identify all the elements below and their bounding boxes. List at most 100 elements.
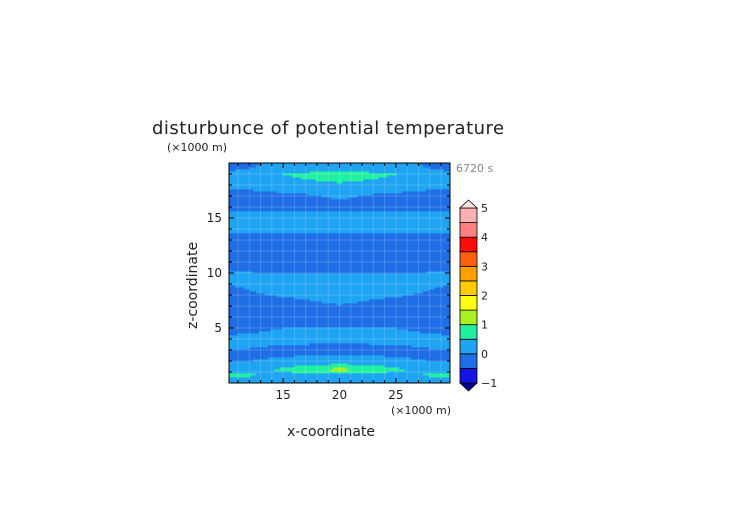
contour-cell xyxy=(342,309,346,312)
contour-cell xyxy=(327,339,331,342)
contour-cell xyxy=(438,285,442,288)
contour-cell xyxy=(321,309,325,312)
contour-cell xyxy=(405,257,409,260)
contour-cell xyxy=(291,371,296,374)
contour-cell xyxy=(372,343,376,346)
contour-cell xyxy=(267,353,272,356)
contour-cell xyxy=(270,317,275,320)
contour-cell xyxy=(423,321,427,324)
contour-cell xyxy=(306,339,311,342)
contour-cell xyxy=(405,321,409,324)
contour-cell xyxy=(447,299,451,302)
contour-cell xyxy=(411,263,415,266)
contour-cell xyxy=(258,345,263,348)
contour-cell xyxy=(408,275,412,278)
contour-cell xyxy=(294,379,299,382)
contour-cell xyxy=(432,343,436,346)
contour-cell xyxy=(387,285,391,288)
contour-cell xyxy=(234,313,239,316)
contour-cell xyxy=(303,363,308,366)
contour-cell xyxy=(381,337,385,340)
contour-cell xyxy=(390,293,394,296)
contour-cell xyxy=(324,277,328,280)
contour-cell xyxy=(378,375,382,378)
contour-cell xyxy=(255,247,260,250)
contour-cell xyxy=(345,339,349,342)
contour-cell xyxy=(357,373,361,376)
contour-cell xyxy=(324,373,328,376)
contour-cell xyxy=(435,289,439,292)
contour-cell xyxy=(390,333,394,336)
contour-cell xyxy=(345,355,349,358)
contour-cell xyxy=(285,335,290,338)
contour-cell xyxy=(327,307,331,310)
contour-cell xyxy=(315,269,319,272)
contour-cell xyxy=(381,359,385,362)
contour-cell xyxy=(408,283,412,286)
contour-cell xyxy=(339,355,343,358)
contour-cell xyxy=(288,259,293,262)
contour-cell xyxy=(229,355,233,358)
contour-cell xyxy=(399,367,403,370)
contour-cell xyxy=(267,297,272,300)
contour-cell xyxy=(282,277,287,280)
contour-cell xyxy=(318,257,322,260)
contour-cell xyxy=(264,251,269,254)
contour-cell xyxy=(360,291,364,294)
contour-cell xyxy=(411,307,415,310)
contour-cell xyxy=(339,249,343,252)
contour-cell xyxy=(258,325,263,328)
contour-cell xyxy=(399,279,403,282)
contour-cell xyxy=(333,297,337,300)
contour-cell xyxy=(234,347,239,350)
contour-cell xyxy=(279,273,284,276)
contour-cell xyxy=(435,287,439,290)
contour-cell xyxy=(318,349,322,352)
contour-cell xyxy=(246,341,251,344)
contour-cell xyxy=(333,273,337,276)
contour-cell xyxy=(441,277,445,280)
contour-cell xyxy=(261,325,266,328)
contour-cell xyxy=(312,253,317,256)
contour-cell xyxy=(447,295,451,298)
contour-cell xyxy=(261,329,266,332)
contour-cell xyxy=(342,349,346,352)
contour-cell xyxy=(249,271,254,274)
contour-cell xyxy=(273,271,278,274)
contour-cell xyxy=(369,263,373,266)
contour-cell xyxy=(306,249,311,252)
contour-cell xyxy=(312,365,317,368)
contour-cell xyxy=(360,343,364,346)
contour-cell xyxy=(321,351,325,354)
contour-cell xyxy=(405,287,409,290)
contour-cell xyxy=(255,311,260,314)
contour-cell xyxy=(300,293,305,296)
contour-cell xyxy=(303,255,308,258)
contour-cell xyxy=(414,369,418,372)
contour-cell xyxy=(366,249,370,252)
contour-cell xyxy=(306,361,311,364)
contour-cell xyxy=(429,251,433,254)
contour-cell xyxy=(411,261,415,264)
contour-cell xyxy=(330,337,334,340)
contour-cell xyxy=(393,375,397,378)
contour-cell xyxy=(234,365,239,368)
contour-cell xyxy=(369,281,373,284)
contour-cell xyxy=(357,345,361,348)
contour-cell xyxy=(402,305,406,308)
contour-cell xyxy=(411,299,415,302)
contour-cell xyxy=(324,297,328,300)
contour-cell xyxy=(231,381,236,384)
contour-cell xyxy=(381,379,385,382)
contour-cell xyxy=(423,341,427,344)
contour-cell xyxy=(438,289,442,292)
contour-cell xyxy=(246,371,251,374)
contour-cell xyxy=(432,305,436,308)
contour-cell xyxy=(369,357,373,360)
contour-cell xyxy=(417,301,421,304)
contour-cell xyxy=(429,257,433,260)
contour-cell xyxy=(363,373,367,376)
contour-cell xyxy=(399,329,403,332)
contour-cell xyxy=(378,317,382,320)
contour-cell xyxy=(366,287,370,290)
